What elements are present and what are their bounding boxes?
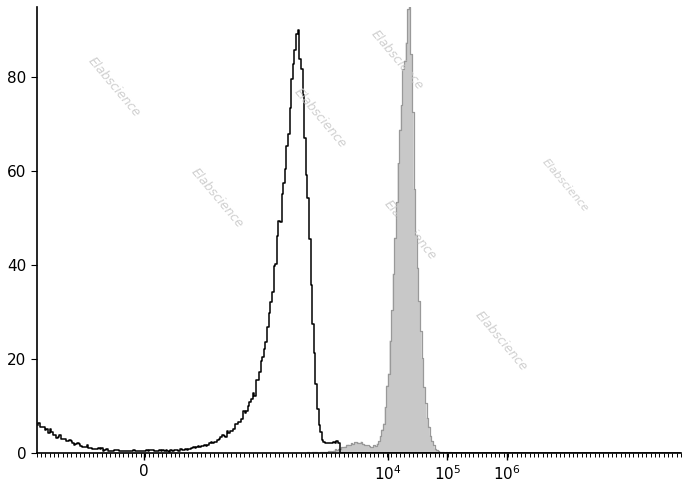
- Text: Elabscience: Elabscience: [540, 157, 590, 214]
- Text: Elabscience: Elabscience: [382, 197, 439, 262]
- Text: Elabscience: Elabscience: [369, 28, 427, 93]
- Text: Elabscience: Elabscience: [472, 309, 529, 374]
- Text: Elabscience: Elabscience: [292, 86, 349, 151]
- Text: Elabscience: Elabscience: [85, 54, 143, 120]
- Text: Elabscience: Elabscience: [189, 166, 246, 231]
